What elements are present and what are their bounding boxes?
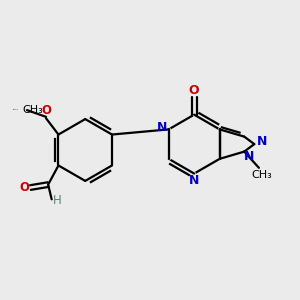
Text: H: H: [52, 194, 62, 207]
Text: O: O: [189, 84, 200, 97]
Text: N: N: [256, 135, 267, 148]
Text: CH₃: CH₃: [22, 105, 43, 115]
Text: N: N: [244, 150, 255, 164]
Text: O: O: [19, 181, 29, 194]
Text: CH₃: CH₃: [251, 170, 272, 180]
Text: N: N: [157, 122, 167, 134]
Text: methoxy: methoxy: [13, 109, 19, 110]
Text: O: O: [41, 103, 51, 117]
Text: N: N: [189, 173, 200, 187]
